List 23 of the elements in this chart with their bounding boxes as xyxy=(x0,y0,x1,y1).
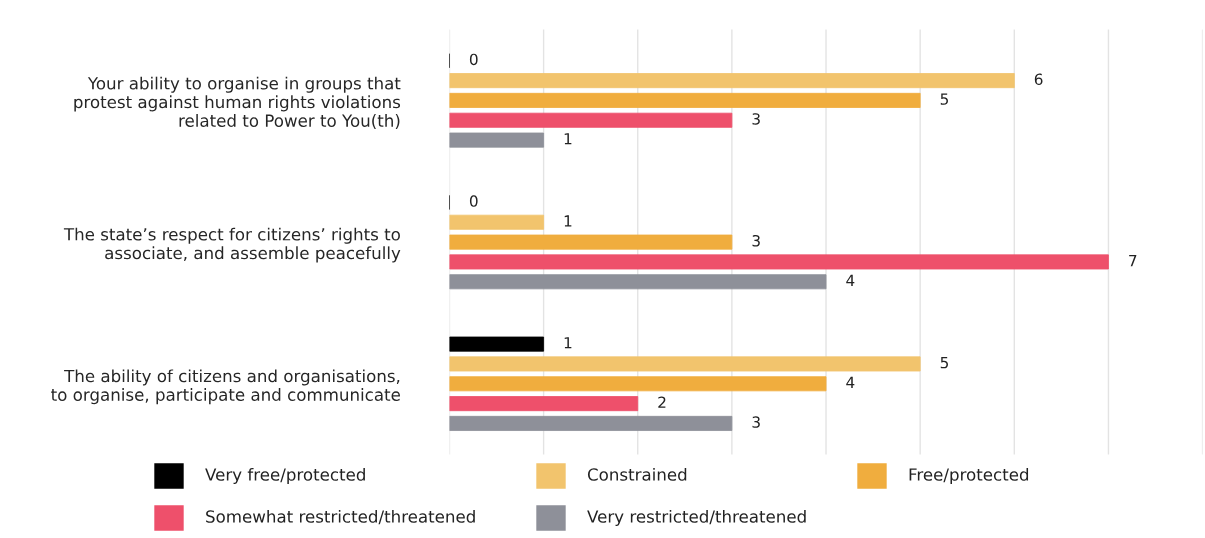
data-label: 1 xyxy=(564,337,572,349)
data-label: 3 xyxy=(752,113,760,125)
legend-label: Very restricted/threatened xyxy=(587,509,806,527)
data-label: 5 xyxy=(940,357,948,369)
legend-label: Very free/protected xyxy=(205,467,365,485)
legend-label: Free/protected xyxy=(909,467,1029,485)
data-label: 2 xyxy=(658,396,666,408)
data-label: 4 xyxy=(846,274,855,286)
y-tick-label: The state’s respect for citizens’ rights to associate, and assemble peacefully xyxy=(63,227,401,263)
data-label: 4 xyxy=(846,376,855,388)
data-label: 1 xyxy=(564,133,572,145)
data-label: 7 xyxy=(1129,255,1137,267)
y-tick-label: Your ability to organise in groups that protest against human rights violations related to Power to You(th) xyxy=(74,76,401,129)
legend-label: Constrained xyxy=(587,467,687,481)
data-label: 1 xyxy=(564,215,572,227)
data-label: 0 xyxy=(469,53,478,66)
data-label: 0 xyxy=(469,195,478,207)
data-label: 3 xyxy=(752,234,760,247)
y-tick-label: The ability of citizens and organisations, to organise, participate and communicate xyxy=(51,369,400,405)
data-label: 6 xyxy=(1034,73,1043,86)
data-label: 3 xyxy=(752,416,760,428)
legend-label: Somewhat restricted/threatened xyxy=(206,509,475,525)
data-label: 5 xyxy=(940,93,948,105)
